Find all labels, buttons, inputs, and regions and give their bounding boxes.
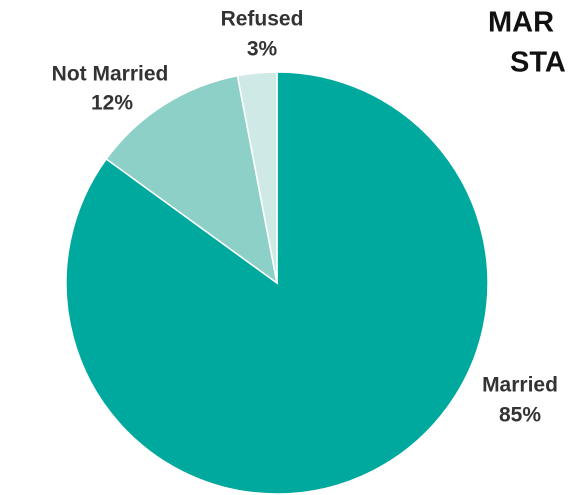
pie-slice (105, 74, 279, 285)
chart-title: MAR (488, 7, 554, 39)
slice-label: Not Married (52, 63, 169, 86)
slice-value-label: 85% (499, 404, 541, 427)
slice-value-label: 12% (91, 92, 133, 115)
chart-title: STA (510, 47, 566, 79)
slice-value-label: 3% (247, 38, 278, 61)
slice-label: Refused (221, 8, 304, 31)
slice-label: Married (482, 374, 558, 397)
pie-slice (236, 71, 278, 284)
